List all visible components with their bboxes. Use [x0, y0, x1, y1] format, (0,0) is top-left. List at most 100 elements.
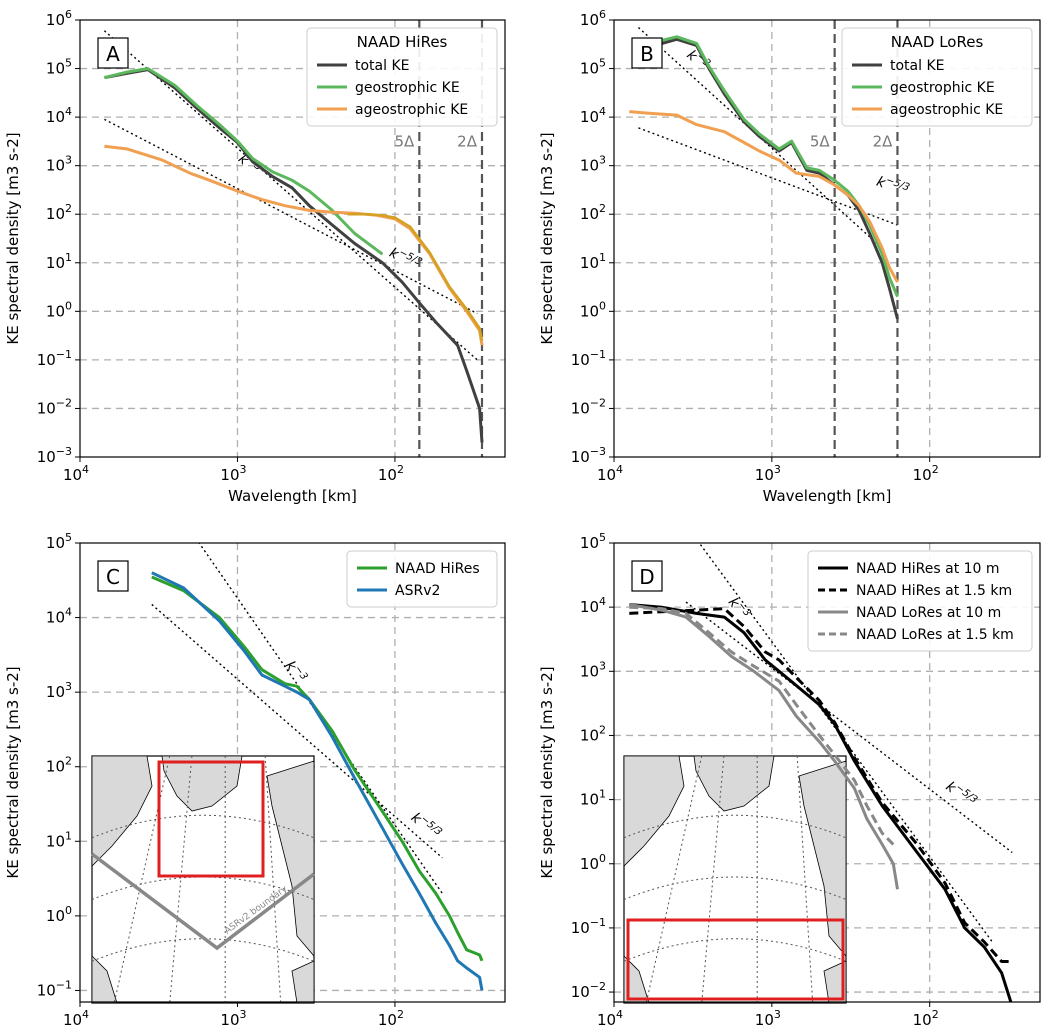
- caribbean-landmass: [91, 955, 118, 1004]
- graticule-meridian: [264, 755, 282, 1004]
- x-tick-label-base: 10: [755, 466, 774, 484]
- y-tick-label: 104: [580, 595, 606, 616]
- reference-line: [685, 601, 1013, 854]
- y-tick-label: 103: [46, 154, 72, 175]
- reference-line-label: k−5/3: [408, 808, 444, 843]
- x-tick-label-base: 10: [597, 466, 616, 484]
- y-tick-label: 102: [46, 202, 72, 223]
- x-axis-label: Wavelength [km]: [763, 487, 892, 505]
- y-tick-label-base: 10: [37, 981, 56, 999]
- x-tick-label: 104: [63, 463, 89, 484]
- plot-frame: [79, 19, 506, 458]
- y-tick-label: 10−2: [571, 396, 606, 417]
- y-tick-label-base: 10: [580, 726, 599, 744]
- y-tick-label-exponent: −3: [56, 445, 72, 458]
- y-tick-label-exponent: 4: [65, 606, 72, 619]
- y-tick-label-exponent: 4: [65, 105, 72, 118]
- legend: NAAD HiRes at 10 m NAAD HiRes at 1.5 km NA…: [807, 550, 1033, 652]
- y-tick-label-base: 10: [571, 351, 590, 369]
- y-tick-label: 105: [580, 531, 606, 552]
- reference-line-label: k−3: [725, 594, 753, 623]
- y-tick-label-exponent: −1: [590, 348, 606, 361]
- y-tick-label-exponent: 0: [65, 904, 72, 917]
- reference-line-label-exponent: −5/3: [953, 782, 979, 806]
- y-tick-label-base: 10: [571, 919, 590, 937]
- y-tick-label: 104: [46, 606, 72, 627]
- legend-entry: geostrophic KE: [355, 80, 460, 96]
- y-tick-label-exponent: 4: [599, 595, 606, 608]
- legend-entry: ASRv2: [395, 583, 440, 599]
- caribbean-landmass: [623, 955, 650, 1004]
- y-tick-label-base: 10: [580, 254, 599, 272]
- legend-title: NAAD HiRes: [357, 33, 448, 51]
- x-tick-label-exponent: 2: [397, 463, 404, 476]
- y-tick-label-exponent: 3: [599, 154, 606, 167]
- domain-box: [626, 918, 845, 1001]
- y-tick-label: 100: [580, 299, 606, 320]
- y-tick-label: 100: [580, 852, 606, 873]
- y-tick-label-exponent: 3: [65, 154, 72, 167]
- y-tick-label: 106: [580, 8, 606, 29]
- y-tick-label: 106: [46, 8, 72, 29]
- x-tick-label-base: 10: [220, 466, 239, 484]
- legend-frame: [841, 27, 1033, 127]
- x-tick-label: 102: [913, 1008, 939, 1029]
- y-tick-label: 102: [580, 202, 606, 223]
- y-tick-label: 101: [46, 829, 72, 850]
- x-tick-label: 103: [755, 1008, 781, 1029]
- resolution-line-label: 5Δ: [810, 132, 831, 150]
- x-tick-label-base: 10: [913, 466, 932, 484]
- y-tick-label-exponent: −1: [56, 348, 72, 361]
- y-tick-label-exponent: 2: [65, 755, 72, 768]
- graticule-meridian: [113, 755, 171, 1004]
- legend-entry: geostrophic KE: [890, 80, 995, 96]
- y-tick-label: 102: [580, 723, 606, 744]
- y-tick-label: 101: [580, 251, 606, 272]
- panel-label: B: [640, 42, 654, 66]
- y-tick-label-exponent: 0: [599, 299, 606, 312]
- x-tick-label-base: 10: [755, 1011, 774, 1029]
- inset-map: ASRv2 boundary: [90, 755, 316, 1004]
- series-line-asrv2: [151, 571, 484, 991]
- legend: NAAD LoRes total KE geostrophic KE ageostro…: [841, 27, 1033, 127]
- x-tick-label: 104: [597, 1008, 623, 1029]
- north-america-landmass: [91, 755, 153, 867]
- series-line-ageostrophic-ke: [629, 110, 899, 283]
- y-tick-label: 104: [46, 105, 72, 126]
- y-tick-label: 105: [46, 531, 72, 552]
- reference-line: [638, 127, 898, 226]
- y-tick-label-exponent: −1: [590, 916, 606, 929]
- panel-label: D: [639, 565, 654, 589]
- y-tick-label: 10−1: [571, 348, 606, 369]
- legend-frame: [807, 550, 1033, 652]
- y-tick-label-base: 10: [580, 302, 599, 320]
- y-tick-label: 10−1: [37, 978, 72, 999]
- graticule-meridian: [796, 755, 814, 1004]
- plot-frame: [613, 542, 1041, 1003]
- y-tick-label: 100: [46, 299, 72, 320]
- y-tick-label-exponent: 2: [599, 723, 606, 736]
- y-tick-label-exponent: 3: [599, 659, 606, 672]
- graticule-meridian: [169, 755, 193, 1004]
- y-tick-label: 10−3: [37, 445, 72, 466]
- series-line-geostrophic-ke: [654, 35, 899, 298]
- y-tick-label: 100: [46, 904, 72, 925]
- y-tick-label-base: 10: [46, 534, 65, 552]
- y-tick-label: 103: [46, 680, 72, 701]
- x-tick-label-exponent: 2: [397, 1008, 404, 1021]
- europe-landmass: [798, 760, 847, 958]
- series-line-naad-hires: [151, 575, 484, 962]
- africa-landmass: [291, 960, 315, 1004]
- x-tick-label: 103: [220, 1008, 246, 1029]
- y-tick-label-base: 10: [46, 758, 65, 776]
- y-tick-label-base: 10: [37, 448, 56, 466]
- legend-entry: total KE: [355, 58, 410, 74]
- inset-map: [623, 755, 847, 1004]
- legend: NAAD HiRes ASRv2: [346, 550, 498, 608]
- y-tick-label: 10−3: [571, 445, 606, 466]
- y-tick-label-base: 10: [571, 448, 590, 466]
